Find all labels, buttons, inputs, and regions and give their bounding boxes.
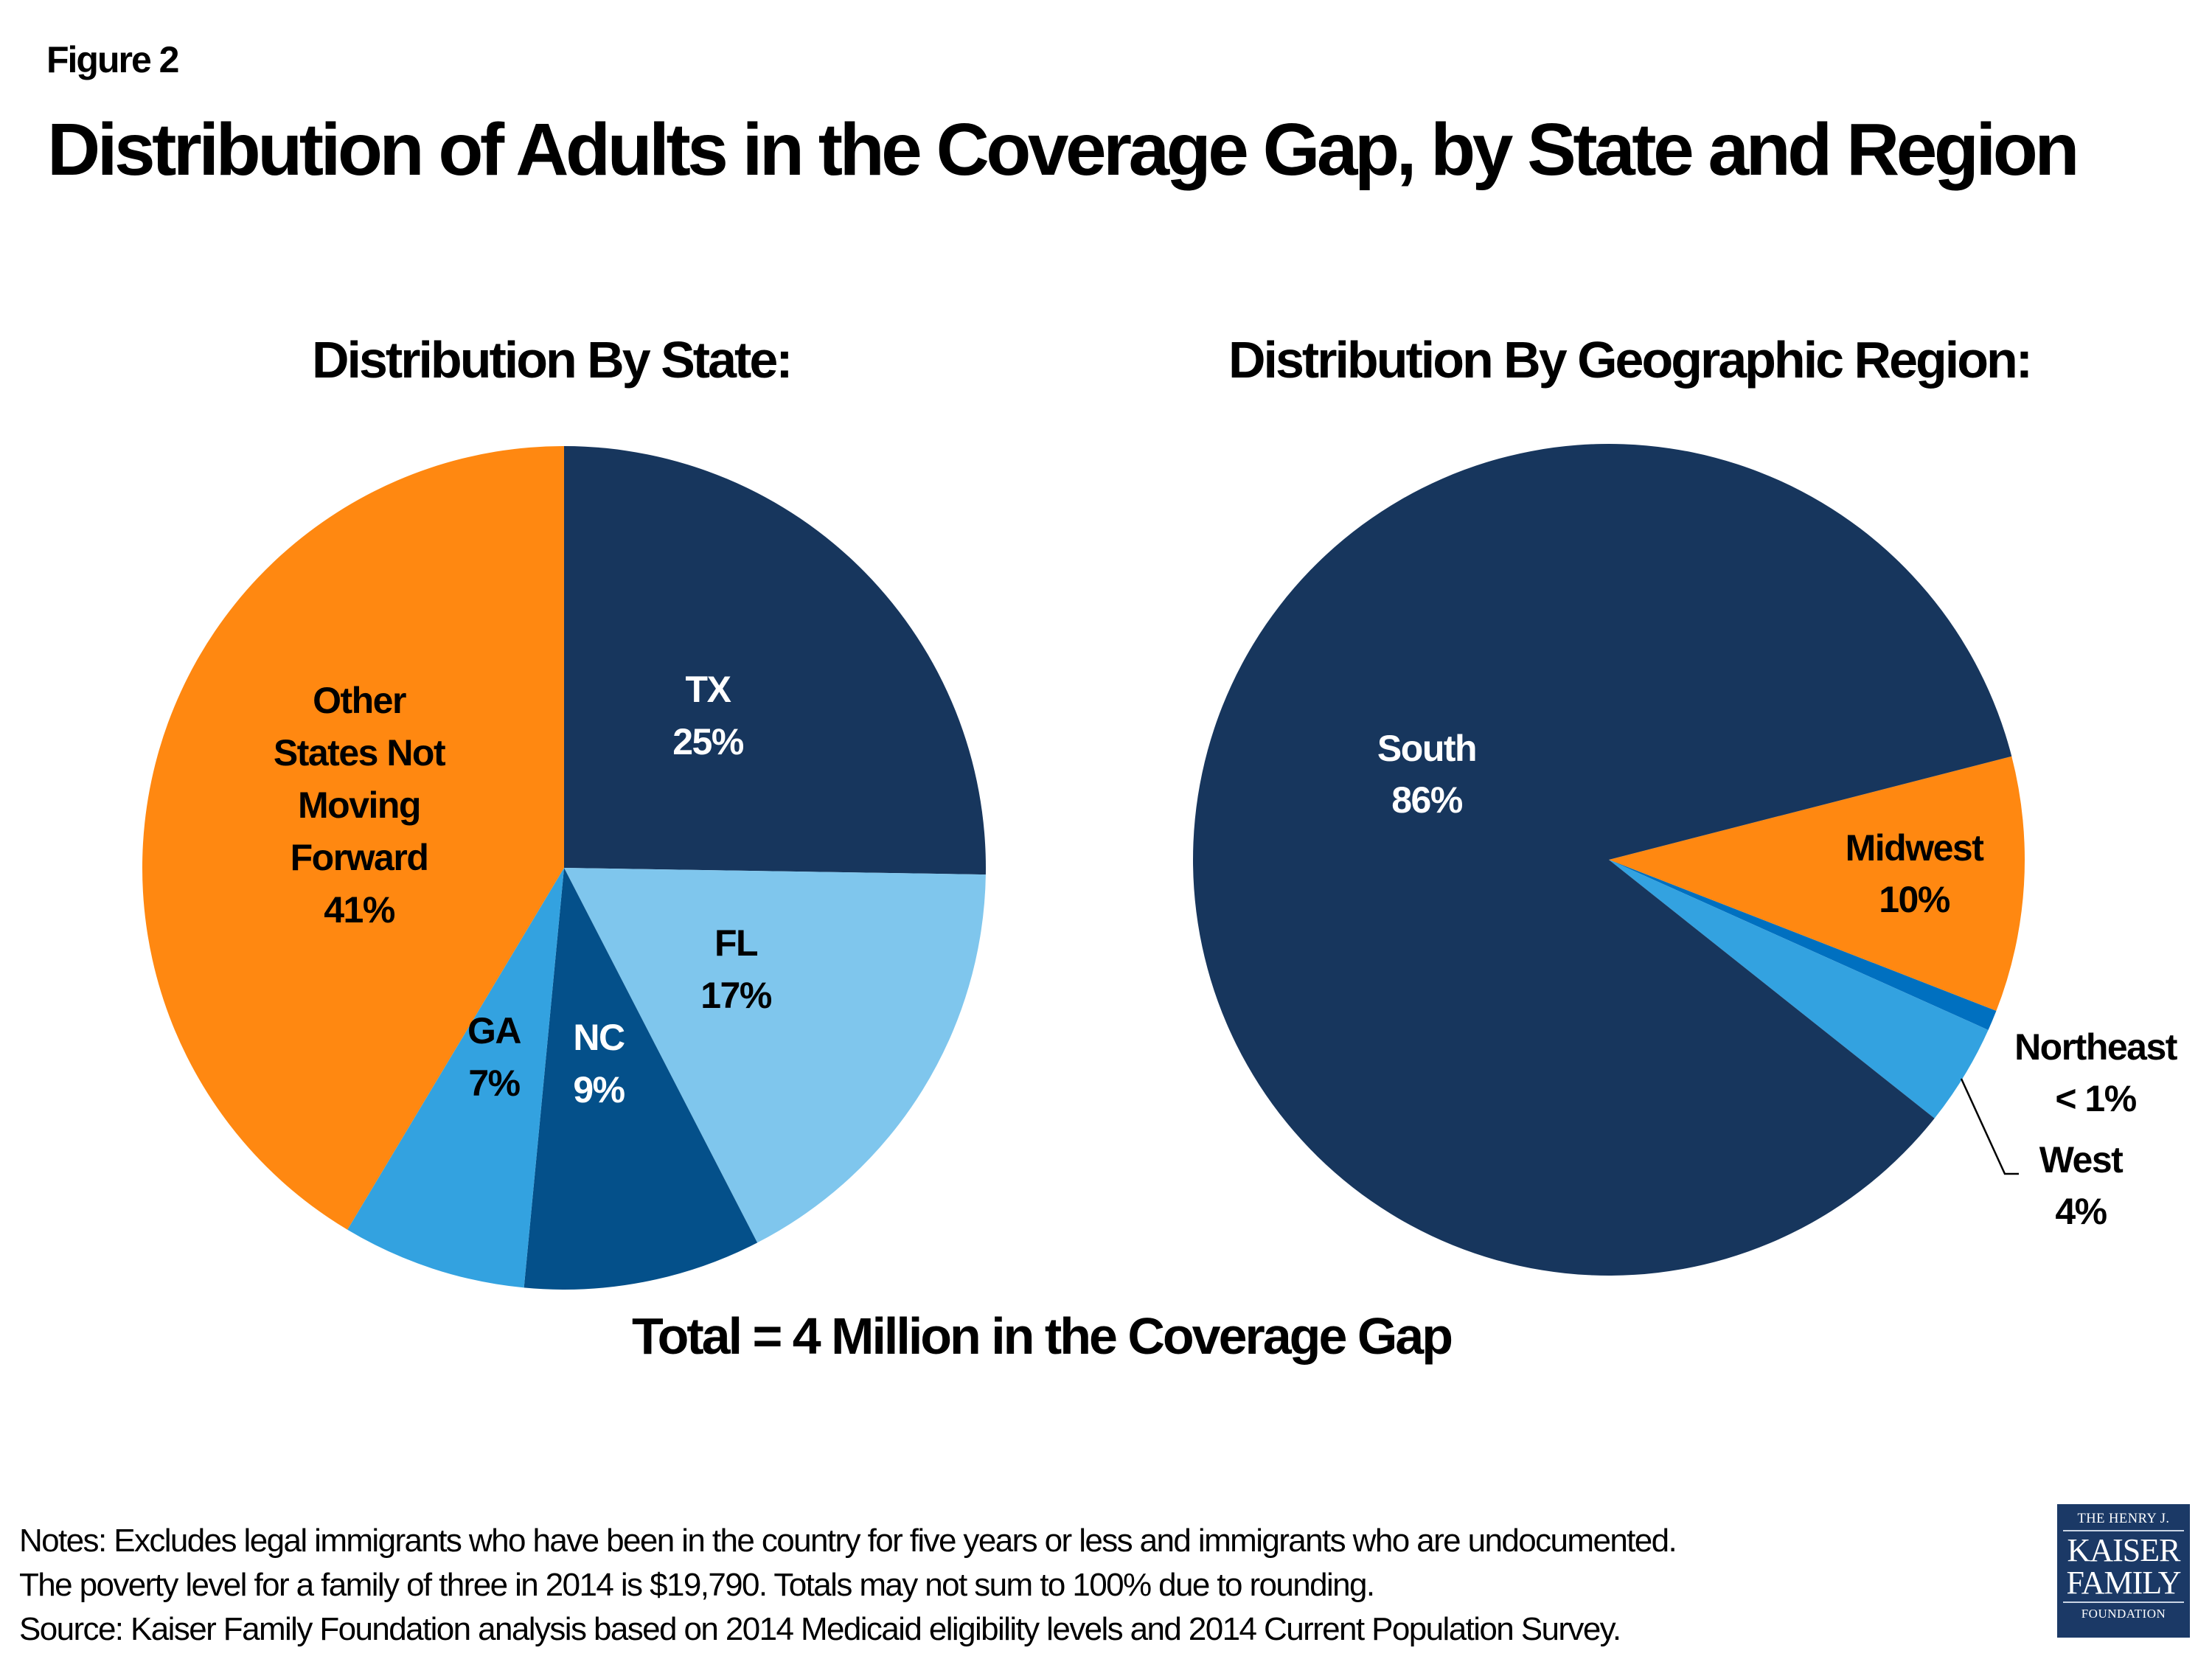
slice-label-line: Moving	[298, 785, 420, 826]
slice-label-ga: GA 7%	[467, 1010, 521, 1104]
slice-label-tx: TX 25%	[672, 669, 744, 762]
slice-label-line: West	[2039, 1139, 2124, 1180]
source-line: Source: Kaiser Family Foundation analysi…	[19, 1611, 1621, 1647]
slice-label-line: South	[1377, 728, 1476, 769]
slice-label-line: TX	[686, 669, 731, 710]
state-pie-title: Distribution By State:	[312, 331, 793, 389]
state-pie-labels: TX 25% FL 17% NC 9% GA 7% Other States Not Moving F…	[274, 669, 773, 1110]
notes-line-2: The poverty level for a family of three …	[19, 1567, 1375, 1603]
pie-slice-fl	[564, 868, 986, 1243]
state-pie	[142, 446, 986, 1290]
slice-label-south: South 86%	[1377, 728, 1476, 821]
pie-slice-other-states-not-moving-forward	[142, 446, 564, 1230]
slice-label-line: 9%	[573, 1069, 625, 1110]
slice-label-line: Northeast	[2014, 1026, 2178, 1068]
slice-label-line: States Not	[274, 732, 446, 773]
logo-rule-bottom	[2063, 1601, 2184, 1603]
logo-rule-top	[2063, 1530, 2184, 1531]
slice-label-line: Midwest	[1846, 827, 1985, 869]
slice-label-nc: NC 9%	[573, 1017, 625, 1110]
slice-label-west: West 4%	[2039, 1139, 2124, 1232]
pie-slice-west	[1609, 860, 1989, 1119]
slice-label-line: 4%	[2055, 1191, 2107, 1232]
slice-label-midwest: Midwest 10%	[1846, 827, 1985, 920]
slice-label-line: 25%	[672, 721, 744, 762]
chart-title: Distribution of Adults in the Coverage G…	[47, 108, 2079, 191]
slice-label-line: < 1%	[2055, 1078, 2136, 1119]
slice-label-fl: FL 17%	[700, 922, 772, 1016]
pie-slice-south	[1193, 443, 2012, 1276]
total-caption: Total = 4 Million in the Coverage Gap	[632, 1307, 1453, 1365]
region-pie	[1193, 443, 2025, 1276]
logo-line-3: FAMILY	[2066, 1565, 2181, 1601]
slice-label-line: 41%	[324, 889, 395, 931]
slice-label-line: Other	[313, 680, 406, 721]
pie-slice-nc	[524, 868, 758, 1290]
slice-label-line: GA	[467, 1010, 521, 1051]
logo-line-2: KAISER	[2067, 1532, 2181, 1568]
notes-line-1: Notes: Excludes legal immigrants who hav…	[19, 1523, 1677, 1559]
slice-label-line: FL	[714, 922, 757, 964]
pie-slice-midwest	[1609, 756, 2025, 1012]
slice-label-other-states-not-moving-forward: Other States Not Moving Forward 41%	[274, 680, 446, 931]
slice-label-northeast: Northeast < 1%	[2014, 1026, 2178, 1119]
logo-line-4: FOUNDATION	[2081, 1607, 2166, 1621]
pie-slice-tx	[564, 446, 986, 875]
slice-label-line: NC	[573, 1017, 625, 1058]
logo-line-1: THE HENRY J.	[2077, 1512, 2170, 1526]
slice-label-line: 10%	[1879, 879, 1950, 920]
slice-label-line: Forward	[291, 837, 428, 878]
region-pie-title: Distribution By Geographic Region:	[1228, 331, 2033, 389]
region-pie-labels: Midwest 10% Northeast < 1% West 4% South 86%	[1377, 728, 2179, 1232]
figure-label: Figure 2	[46, 39, 179, 80]
slice-label-line: 86%	[1391, 779, 1463, 821]
kaiser-family-foundation-logo: THE HENRY J. KAISER FAMILY FOUNDATION	[2057, 1504, 2190, 1638]
pie-slice-northeast	[1609, 860, 1997, 1030]
west-leader-line	[1960, 1078, 2019, 1175]
pie-slice-ga	[347, 868, 564, 1288]
slice-label-line: 17%	[700, 975, 772, 1016]
slice-label-line: 7%	[468, 1062, 520, 1104]
